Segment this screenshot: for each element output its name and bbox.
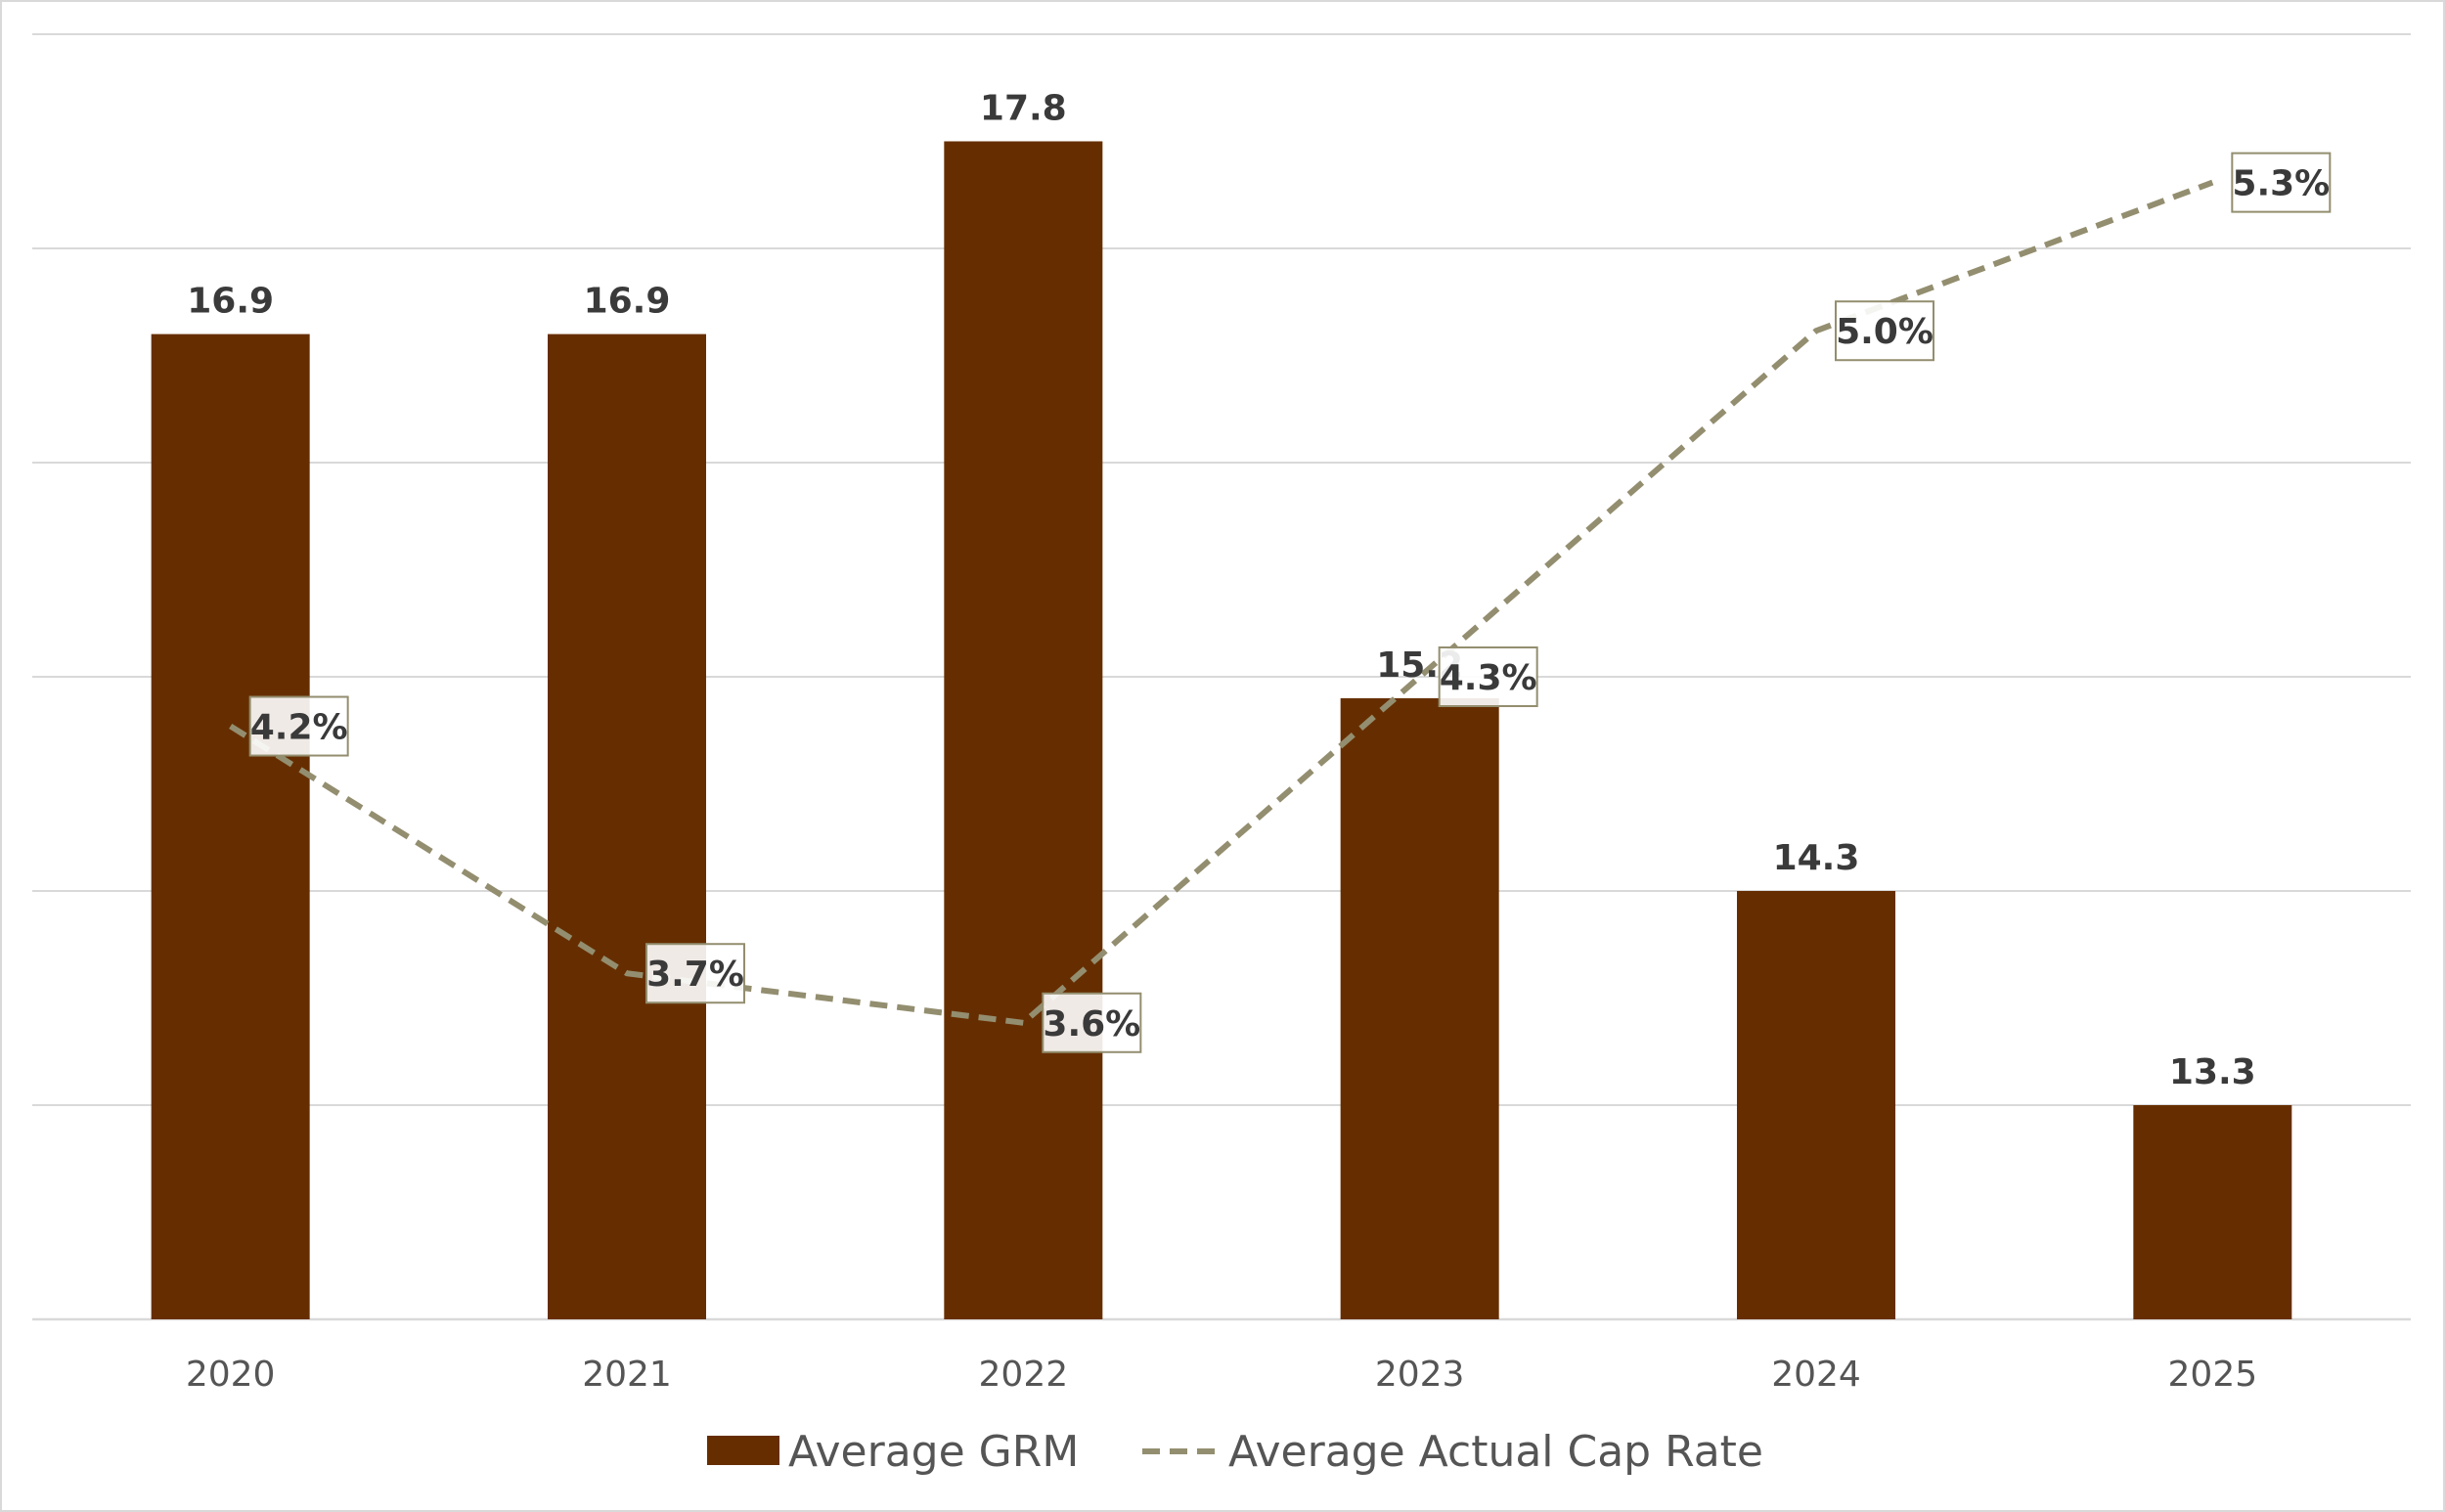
bar-2023 [1340,697,1499,1319]
bar-value-label-2024: 14.3 [1773,838,1860,878]
bar-value-label-2025: 13.3 [2169,1052,2256,1092]
bar-2022 [944,141,1103,1319]
legend: Average GRM Average Actual Cap Rate [707,1427,1763,1477]
data-labels: 16.9 16.917.815.214.313.34.2%3.7%3.6%4.3%… [187,89,2332,1092]
bar-2020 [151,334,310,1320]
x-tick-label-2021: 2021 [582,1355,672,1395]
legend-label-average-grm: Average GRM [788,1427,1079,1477]
x-tick-label-2025: 2025 [2168,1355,2258,1395]
line-point-group-2025: 5.3% [2231,152,2332,213]
line-value-label-2022: 3.6% [1043,1004,1140,1045]
line-label-box-2023 [1438,646,1538,707]
gridlines [32,33,2411,1321]
line-label-box-2025 [2231,152,2332,213]
line-value-label-2020: 4.2% [250,708,348,748]
line-point-group-2020: 4.2% [248,695,349,757]
x-tick-label-2022: 2022 [979,1355,1069,1395]
x-axis-tick-labels: 2020 2021 2022 2023 2024 2025 [186,1355,2257,1395]
line-point-group-2023: 4.3% [1438,646,1538,707]
bar-2024 [1737,891,1895,1319]
legend-swatch-average-grm [707,1436,779,1465]
legend-label-average-actual-cap-rate: Average Actual Cap Rate [1228,1427,1763,1477]
line-value-label-2024: 5.0% [1836,312,1934,352]
line-point-group-2021: 3.7% [645,943,745,1004]
bar-value-label-2022: 17.8 [980,89,1067,129]
line-series-average-actual-cap-rate [229,179,2214,1026]
line-value-label-2021: 3.7% [646,955,744,995]
bar-value-label-2021: 16.9 [584,282,671,322]
x-tick-label-2024: 2024 [1771,1355,1861,1395]
x-tick-label-2020: 2020 [186,1355,276,1395]
line-label-box-2022 [1042,992,1142,1053]
bar-series-average-grm [151,141,2292,1320]
line-value-label-2023: 4.3% [1440,658,1537,698]
cap-rate-line [229,179,2214,1026]
line-point-group-2024: 5.0% [1835,300,1934,362]
line-label-box-2024 [1835,300,1934,362]
line-label-box-2021 [645,943,745,1004]
bar-2025 [2133,1105,2292,1319]
bar-value-label-2020: 16.9 [187,282,274,322]
line-value-label-2025: 5.3% [2232,164,2330,204]
line-label-box-2020 [248,695,349,757]
line-point-group-2022: 3.6% [1042,992,1142,1053]
x-tick-label-2023: 2023 [1375,1355,1465,1395]
bar-2021 [548,334,706,1320]
